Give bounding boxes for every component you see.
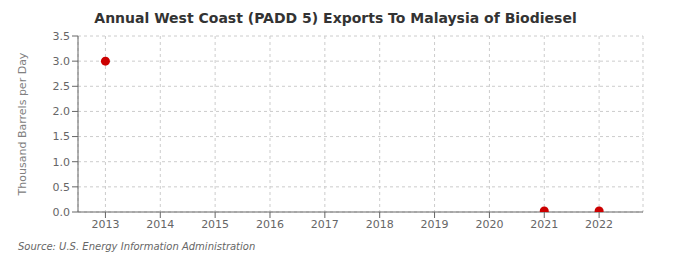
svg-text:0.5: 0.5 [53, 181, 71, 194]
svg-text:2017: 2017 [311, 218, 339, 231]
svg-text:2013: 2013 [91, 218, 119, 231]
html-text:Source: U.S. Energy Informatio: Source: U.S. Energy Information Administ… [18, 241, 256, 252]
svg-text:2021: 2021 [530, 218, 558, 231]
svg-text:2.0: 2.0 [53, 105, 71, 118]
svg-text:2016: 2016 [256, 218, 284, 231]
svg-text:0.0: 0.0 [53, 206, 71, 219]
svg-text:2.5: 2.5 [53, 80, 71, 93]
svg-text:2018: 2018 [366, 218, 394, 231]
svg-text:2020: 2020 [475, 218, 503, 231]
svg-text:2014: 2014 [146, 218, 174, 231]
svg-text:Thousand Barrels per Day: Thousand Barrels per Day [16, 52, 29, 196]
svg-text:2019: 2019 [421, 218, 449, 231]
html-text:Annual West Coast (PADD 5) Exp: Annual West Coast (PADD 5) Exports To Ma… [94, 10, 577, 26]
svg-text:3.5: 3.5 [53, 30, 71, 43]
svg-text:1.5: 1.5 [53, 130, 71, 143]
svg-text:2015: 2015 [201, 218, 229, 231]
svg-text:3.0: 3.0 [53, 55, 71, 68]
svg-text:1.0: 1.0 [53, 156, 71, 169]
svg-text:2022: 2022 [585, 218, 613, 231]
